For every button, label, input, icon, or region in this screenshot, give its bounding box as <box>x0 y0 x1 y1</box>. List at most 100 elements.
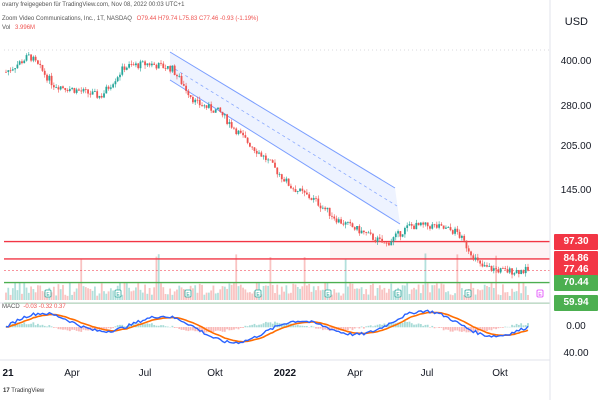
macd-histogram-bar <box>71 327 74 330</box>
candle-body <box>239 130 242 133</box>
earnings-marker-icon <box>184 289 192 298</box>
macd-histogram-bar <box>499 327 502 328</box>
volume-bar <box>406 282 409 300</box>
candle-body <box>128 64 130 68</box>
earnings-marker-letter: E <box>326 292 330 298</box>
macd-histogram-bar <box>78 327 80 332</box>
volume-bar <box>290 292 292 300</box>
macd-histogram-bar <box>203 327 206 333</box>
volume-bar <box>32 289 35 300</box>
macd-histogram-bar <box>27 324 30 328</box>
volume-bar <box>125 283 128 300</box>
macd-histogram-bar <box>438 327 441 329</box>
candle-body <box>235 128 238 135</box>
macd-histogram-bar <box>524 325 527 328</box>
macd-params: -0.03 -0.32 0.37 <box>23 304 66 310</box>
volume-bar <box>463 294 466 300</box>
volume-bar <box>442 284 445 300</box>
macd-histogram-bar <box>221 327 224 332</box>
macd-histogram-bar <box>362 327 365 329</box>
macd-histogram-bar <box>378 324 381 328</box>
volume-bar <box>214 293 217 300</box>
volume-bar <box>217 292 219 300</box>
volume-bar <box>37 285 39 300</box>
candle-body <box>413 225 415 230</box>
earnings-marker-letter: E <box>256 292 260 298</box>
macd-histogram-bar <box>397 322 399 328</box>
volume-bar <box>408 293 411 300</box>
candle-body <box>312 197 315 200</box>
macd-histogram-bar <box>445 327 447 330</box>
volume-bar <box>71 294 74 300</box>
macd-histogram-bar <box>429 327 431 328</box>
macd-histogram-bar <box>235 327 238 329</box>
volume-bar <box>87 288 89 300</box>
candle-body <box>497 269 500 273</box>
candle-body <box>23 60 26 64</box>
macd-histogram-bar <box>351 327 354 331</box>
volume-bar <box>100 283 103 300</box>
volume-bar <box>9 294 12 300</box>
volume-bar <box>486 285 488 300</box>
macd-histogram-bar <box>406 322 409 328</box>
candle-body <box>271 160 274 163</box>
candle-body <box>84 89 87 90</box>
tradingview-logo[interactable]: 17 TradingView <box>3 388 44 394</box>
volume-bar <box>440 283 443 300</box>
candle-body <box>55 87 58 89</box>
volume-bar <box>497 294 500 300</box>
macd-histogram-bar <box>296 324 299 328</box>
candle-body <box>169 66 172 72</box>
candle-body <box>242 132 244 136</box>
price-badge: 97.30 <box>554 233 598 250</box>
macd-histogram-bar <box>303 326 306 328</box>
volume-bar <box>7 287 10 300</box>
candle-body <box>237 130 240 135</box>
volume-bar <box>447 291 450 300</box>
volume-bar <box>130 291 133 300</box>
currency-label: USD <box>564 16 588 28</box>
volume-bar <box>317 286 320 300</box>
candle-body <box>52 85 55 88</box>
volume-bar <box>55 295 58 300</box>
volume-bar <box>66 295 69 300</box>
volume-bar <box>11 288 14 300</box>
macd-histogram-bar <box>30 323 32 328</box>
macd-label: MACD <box>2 304 20 310</box>
volume-bar <box>517 282 520 300</box>
macd-histogram-bar <box>310 325 313 328</box>
volume-bar <box>112 290 115 300</box>
macd-histogram-bar <box>349 327 352 329</box>
macd-histogram-bar <box>285 324 288 328</box>
candle-body <box>290 185 292 189</box>
candle-body <box>155 64 158 69</box>
macd-histogram-bar <box>433 327 436 329</box>
candle-body <box>362 230 365 233</box>
earnings-marker-icon <box>394 289 402 298</box>
macd-axis-label: 0.00 <box>566 321 586 332</box>
macd-histogram-bar <box>139 325 142 328</box>
candle-body <box>467 248 470 252</box>
candle-body <box>404 227 406 235</box>
volume-bar <box>78 283 80 300</box>
volume-bar <box>84 287 87 300</box>
macd-histogram-bar <box>173 327 176 329</box>
macd-histogram-bar <box>274 321 276 328</box>
candle-body <box>125 67 128 70</box>
candle-body <box>41 64 44 71</box>
candle-body <box>217 107 219 110</box>
macd-histogram-bar <box>520 323 523 328</box>
macd-histogram-bar <box>522 325 525 328</box>
candle-body <box>440 224 443 226</box>
volume-bar <box>128 287 130 300</box>
volume-bar <box>210 290 213 300</box>
volume-bar <box>426 283 429 300</box>
candle-body <box>103 93 105 98</box>
volume-bar <box>278 294 281 300</box>
candle-body <box>294 189 297 192</box>
volume-bar <box>82 286 85 300</box>
candle-body <box>394 233 397 238</box>
